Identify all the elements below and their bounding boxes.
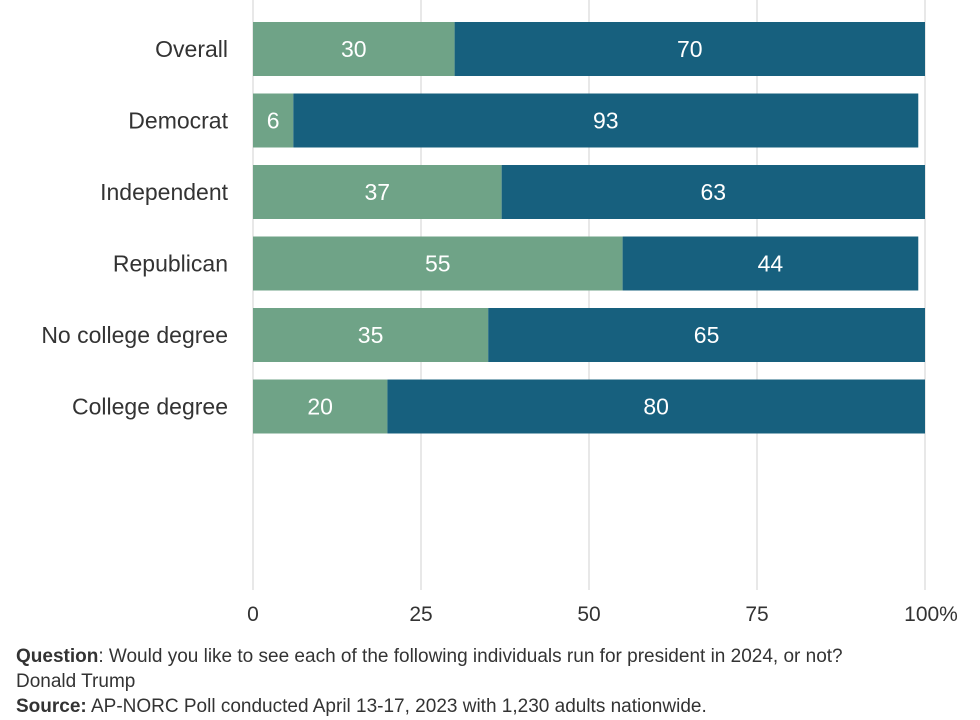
category-label: Democrat — [128, 108, 228, 134]
x-tick-labels: 0 25 50 75 100% — [247, 603, 958, 626]
data-label-democrat-s1: 6 — [267, 108, 280, 134]
x-tick-label: 0 — [247, 603, 259, 626]
x-tick-label: 25 — [409, 603, 432, 626]
category-label: Overall — [155, 36, 228, 62]
question-label: Question — [16, 646, 99, 667]
bar-independent-s1 — [253, 165, 502, 219]
bar-overall-s1 — [253, 22, 455, 76]
data-label-democrat-s2: 93 — [593, 108, 619, 134]
question-text: : Would you like to see each of the foll… — [98, 646, 843, 667]
bar-overall-s2 — [454, 22, 925, 76]
source-label: Source: — [16, 696, 87, 717]
data-label-college-degree-s1: 20 — [307, 394, 333, 420]
bar-democrat-s1 — [253, 93, 294, 148]
bar-democrat-s2 — [293, 93, 919, 148]
data-label-independent-s1: 37 — [365, 179, 391, 205]
data-label-republican-s2: 44 — [758, 251, 784, 277]
bar-no-college-degree-s1 — [253, 308, 489, 362]
x-tick-label: 75 — [745, 603, 768, 626]
x-tick-label: 100% — [904, 603, 958, 626]
source-text: AP-NORC Poll conducted April 13-17, 2023… — [86, 696, 707, 717]
data-label-college-degree-s2: 80 — [643, 394, 669, 420]
data-label-overall-s2: 70 — [677, 36, 703, 62]
source-line: Source: AP-NORC Poll conducted April 13-… — [16, 694, 976, 719]
question-subject: Donald Trump — [16, 671, 136, 692]
bar-college-degree-s1 — [253, 379, 388, 434]
category-labels: Overall Democrat Independent Republican No c… — [41, 36, 228, 420]
stacked-bar-chart: 30 70 6 93 37 63 55 44 35 65 20 80 Overall Democrat I… — [41, 0, 958, 626]
x-tick-label: 50 — [577, 603, 600, 626]
bar-republican-s2 — [622, 236, 919, 291]
category-label: No college degree — [41, 322, 228, 348]
bars: 30 70 6 93 37 63 55 44 35 65 20 80 — [253, 22, 925, 434]
bar-independent-s2 — [501, 165, 925, 219]
category-label: Independent — [100, 179, 229, 205]
data-label-independent-s2: 63 — [701, 179, 727, 205]
bar-college-degree-s2 — [387, 379, 925, 434]
bar-republican-s1 — [253, 236, 623, 291]
data-label-no-college-degree-s1: 35 — [358, 322, 384, 348]
chart-svg: 30 70 6 93 37 63 55 44 35 65 20 80 Overall Democrat I… — [41, 0, 958, 626]
data-label-republican-s1: 55 — [425, 251, 451, 277]
category-label: Republican — [113, 251, 228, 277]
gridlines — [252, 0, 926, 590]
question-line: Question: Would you like to see each of … — [16, 644, 976, 669]
category-label: College degree — [72, 394, 228, 420]
data-label-no-college-degree-s2: 65 — [694, 322, 720, 348]
bar-no-college-degree-s2 — [488, 308, 925, 362]
data-label-overall-s1: 30 — [341, 36, 367, 62]
chart-footer: Question: Would you like to see each of … — [16, 644, 976, 719]
